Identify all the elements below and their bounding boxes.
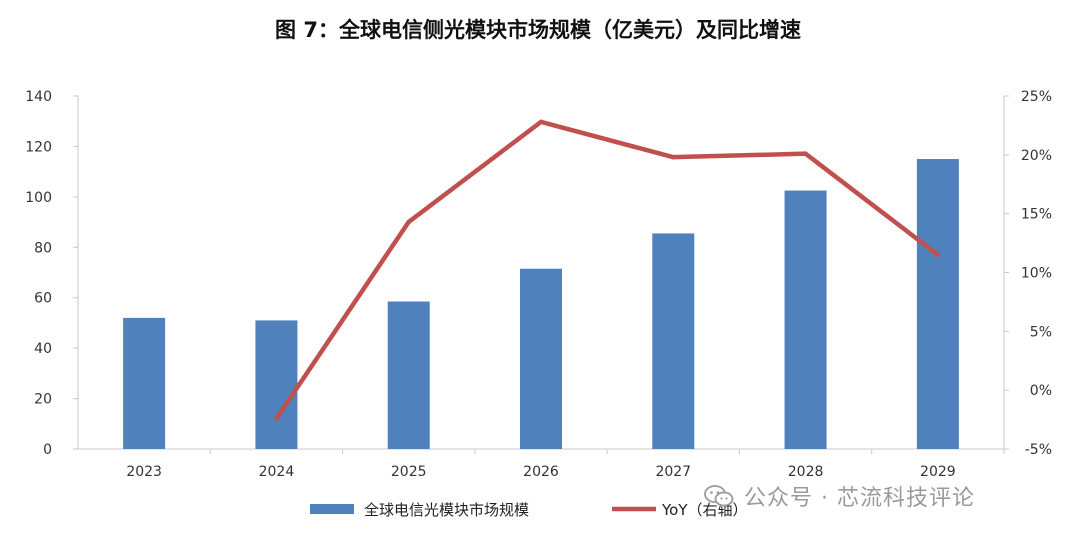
y-right-tick-label: -5%: [1025, 442, 1052, 458]
y-left-tick-label: 60: [34, 291, 52, 307]
y-right-tick-label: 25%: [1021, 89, 1052, 105]
y-left-tick-label: 120: [25, 139, 52, 155]
x-tick-label: 2024: [259, 464, 295, 480]
y-left-tick-label: 140: [25, 89, 52, 105]
y-left-tick-label: 40: [34, 341, 52, 357]
x-tick-label: 2028: [788, 464, 824, 480]
x-tick-label: 2026: [523, 464, 559, 480]
yoy-line: [274, 119, 941, 421]
yoy-point-2025: [406, 219, 411, 225]
bar-2028: [784, 190, 827, 449]
x-tick-label: 2027: [655, 464, 691, 480]
y-right-tick-label: 10%: [1021, 266, 1052, 282]
x-tick-label: 2025: [391, 464, 427, 480]
y-right-tick-label: 15%: [1021, 207, 1052, 223]
bar-2029: [916, 159, 959, 450]
bar-2024: [255, 320, 298, 449]
bar-2023: [123, 317, 166, 449]
y-left-tick-label: 20: [34, 392, 52, 408]
yoy-point-2024: [274, 416, 279, 421]
bar-2025: [387, 301, 430, 449]
legend-swatch-bar: [310, 504, 354, 514]
watermark: 公众号 · 芯流科技评论: [704, 480, 975, 512]
y-right-tick-label: 5%: [1030, 324, 1052, 340]
x-tick-label: 2029: [920, 464, 956, 480]
legend: 全球电信光模块市场规模 YoY（右轴）: [310, 501, 748, 519]
yoy-line-group: [274, 119, 941, 421]
yoy-point-2027: [671, 154, 676, 160]
watermark-text: 公众号 · 芯流科技评论: [744, 486, 975, 511]
chart-title: 图 7：全球电信侧光模块市场规模（亿美元）及同比增速: [275, 18, 801, 42]
bar-2026: [520, 268, 562, 449]
yoy-point-2029: [935, 252, 941, 258]
bars: [123, 159, 959, 450]
legend-label-bar: 全球电信光模块市场规模: [364, 501, 529, 519]
y-left-tick-label: 100: [25, 190, 52, 206]
y-left-tick-label: 0: [43, 442, 52, 458]
axes: 0 20 40 60 80 100 120 140 -5% 0% 5% 10% 15% 20% 25% 202…: [25, 89, 1052, 480]
wechat-icon: [704, 485, 734, 507]
x-tick-label: 2023: [126, 464, 162, 480]
yoy-point-2026: [538, 119, 544, 125]
y-right-tick-label: 20%: [1021, 148, 1052, 164]
y-left-tick-label: 80: [34, 240, 52, 256]
bar-2027: [652, 233, 695, 449]
yoy-point-2028: [803, 151, 808, 156]
y-right-tick-label: 0%: [1030, 383, 1052, 399]
